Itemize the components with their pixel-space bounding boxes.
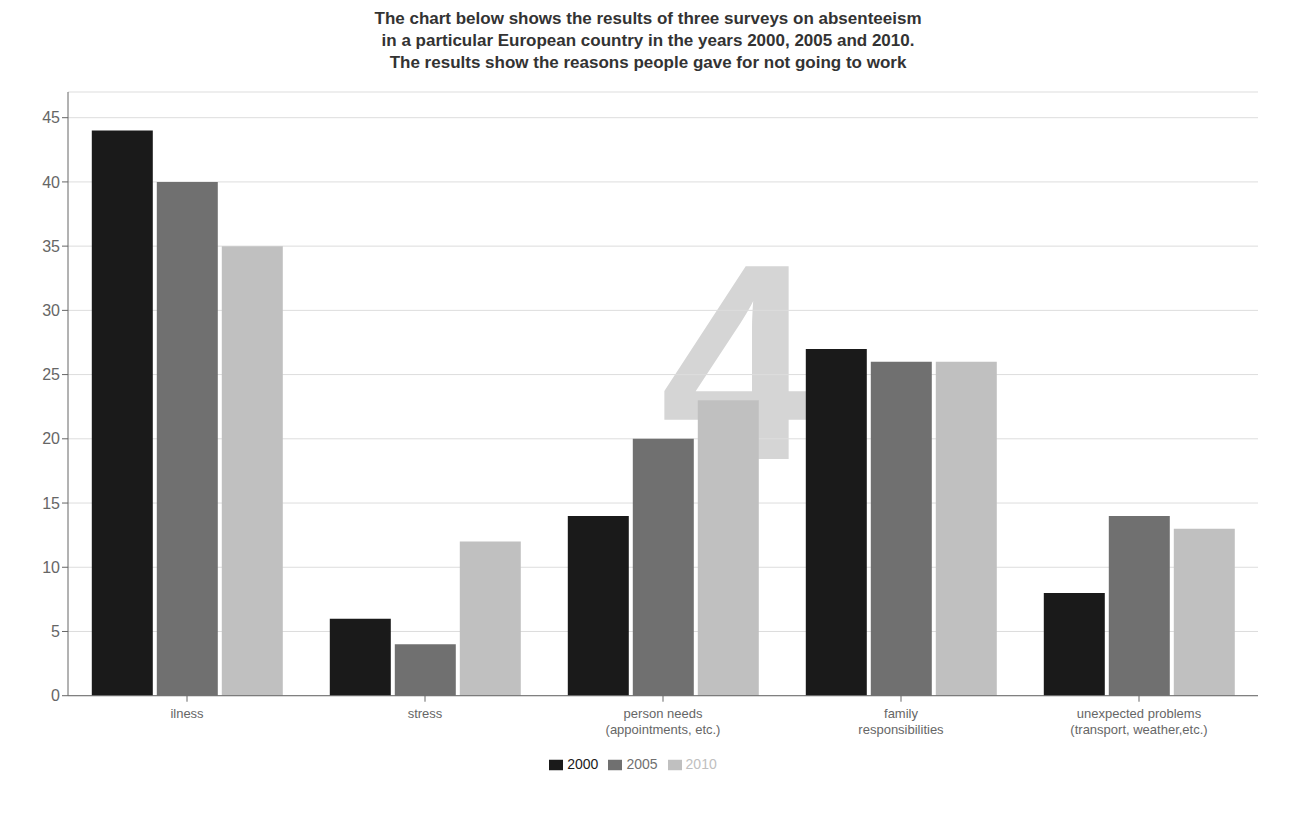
svg-text:0: 0 — [51, 687, 60, 704]
svg-text:25: 25 — [42, 366, 60, 383]
html-text:in a particular European count: in a particular European country in the … — [381, 31, 915, 50]
svg-text:15: 15 — [42, 495, 60, 512]
html-text:The chart below shows the resu: The chart below shows the results of thr… — [374, 9, 922, 28]
html-text:2010: 2010 — [685, 755, 717, 772]
svg-text:unexpected problems(transport,: unexpected problems(transport, weather,e… — [1070, 706, 1207, 737]
svg-text:stress: stress — [408, 706, 443, 721]
svg-text:person needs(appointments, etc: person needs(appointments, etc.) — [606, 706, 721, 737]
html-text:The results show the reasons p: The results show the reasons people gave… — [389, 53, 907, 72]
html-text:2005: 2005 — [626, 755, 658, 772]
svg-text:10: 10 — [42, 559, 60, 576]
svg-text:35: 35 — [42, 238, 60, 255]
svg-text:45: 45 — [42, 109, 60, 126]
svg-text:ilness: ilness — [170, 706, 204, 721]
svg-text:familyresponsibilities: familyresponsibilities — [858, 706, 944, 737]
html-text:4: 4 — [660, 206, 816, 518]
svg-text:30: 30 — [42, 302, 60, 319]
html-text:2000: 2000 — [567, 755, 599, 772]
svg-text:5: 5 — [51, 623, 60, 640]
svg-text:40: 40 — [42, 174, 60, 191]
svg-text:20: 20 — [42, 430, 60, 447]
